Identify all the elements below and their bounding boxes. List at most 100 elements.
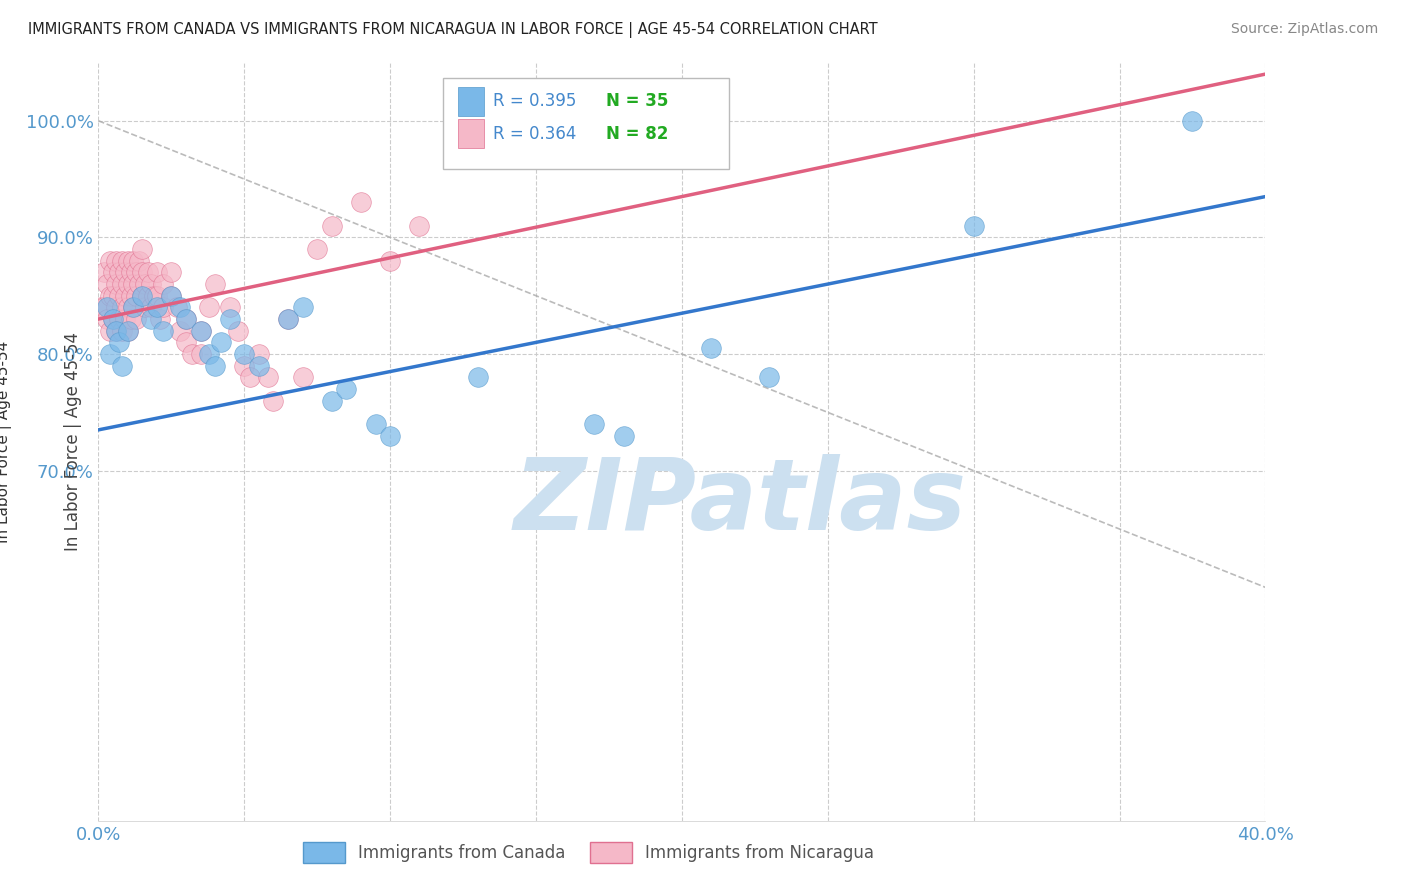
Point: [125, 289, 148, 303]
Point: [104, 324, 127, 338]
Point: [247, 359, 270, 373]
Point: [139, 301, 162, 315]
Point: [700, 341, 723, 355]
Point: [136, 265, 159, 279]
Point: [101, 289, 124, 303]
Point: [307, 242, 329, 256]
Point: [98, 324, 121, 338]
Point: [166, 301, 188, 315]
Point: [101, 265, 124, 279]
Point: [139, 312, 162, 326]
Point: [146, 289, 169, 303]
Point: [350, 195, 373, 210]
Point: [233, 359, 256, 373]
Point: [169, 324, 191, 338]
Point: [134, 277, 156, 291]
Point: [108, 265, 131, 279]
Point: [180, 347, 202, 361]
Point: [152, 277, 174, 291]
Y-axis label: In Labor Force | Age 45-54: In Labor Force | Age 45-54: [0, 341, 11, 542]
Point: [122, 253, 145, 268]
Point: [111, 301, 134, 315]
Point: [111, 253, 134, 268]
Point: [262, 393, 284, 408]
Point: [198, 347, 221, 361]
Point: [758, 370, 780, 384]
Point: [104, 301, 127, 315]
Point: [93, 301, 115, 315]
Point: [256, 370, 278, 384]
Point: [190, 347, 212, 361]
Point: [101, 312, 124, 326]
Point: [612, 428, 634, 442]
Point: [291, 301, 314, 315]
Point: [1181, 113, 1204, 128]
Point: [277, 312, 299, 326]
Point: [160, 265, 183, 279]
Point: [104, 324, 127, 338]
Legend: Immigrants from Canada, Immigrants from Nicaragua: Immigrants from Canada, Immigrants from …: [297, 836, 882, 869]
Point: [146, 265, 169, 279]
Point: [152, 324, 174, 338]
Point: [111, 324, 134, 338]
Point: [174, 335, 197, 350]
FancyBboxPatch shape: [443, 78, 728, 169]
Point: [190, 324, 212, 338]
Point: [98, 347, 121, 361]
Point: [120, 312, 142, 326]
Point: [321, 219, 343, 233]
Point: [101, 312, 124, 326]
Point: [510, 113, 533, 128]
Point: [364, 417, 387, 431]
Point: [204, 359, 226, 373]
Point: [120, 289, 142, 303]
Text: R = 0.395: R = 0.395: [494, 92, 576, 110]
Point: [583, 417, 606, 431]
Point: [962, 219, 984, 233]
Point: [335, 382, 357, 396]
Point: [117, 253, 139, 268]
Text: Source: ZipAtlas.com: Source: ZipAtlas.com: [1230, 22, 1378, 37]
Text: N = 82: N = 82: [606, 125, 668, 143]
Point: [120, 265, 142, 279]
Point: [122, 301, 145, 315]
Point: [160, 289, 183, 303]
Point: [174, 312, 197, 326]
Point: [104, 253, 127, 268]
Point: [122, 277, 145, 291]
Point: [160, 289, 183, 303]
Point: [190, 324, 212, 338]
Point: [142, 289, 165, 303]
Point: [125, 265, 148, 279]
Point: [131, 265, 153, 279]
Point: [108, 312, 131, 326]
Point: [117, 301, 139, 315]
Point: [152, 301, 174, 315]
Point: [131, 289, 153, 303]
Text: ZIPatlas: ZIPatlas: [513, 454, 967, 550]
Point: [104, 277, 127, 291]
Point: [114, 289, 136, 303]
Point: [128, 253, 150, 268]
Point: [149, 312, 172, 326]
Point: [96, 312, 118, 326]
Point: [90, 301, 112, 315]
Point: [239, 370, 262, 384]
Point: [108, 335, 131, 350]
Text: IMMIGRANTS FROM CANADA VS IMMIGRANTS FROM NICARAGUA IN LABOR FORCE | AGE 45-54 C: IMMIGRANTS FROM CANADA VS IMMIGRANTS FRO…: [28, 22, 877, 38]
Point: [198, 301, 221, 315]
Point: [291, 370, 314, 384]
Y-axis label: In Labor Force | Age 45-54: In Labor Force | Age 45-54: [63, 332, 82, 551]
Point: [671, 125, 693, 139]
Bar: [458, 87, 484, 116]
Text: R = 0.364: R = 0.364: [494, 125, 576, 143]
Point: [174, 312, 197, 326]
Point: [380, 428, 402, 442]
Point: [98, 253, 121, 268]
Point: [408, 219, 430, 233]
Point: [131, 289, 153, 303]
Point: [169, 301, 191, 315]
Point: [233, 347, 256, 361]
Point: [114, 312, 136, 326]
Point: [467, 370, 489, 384]
